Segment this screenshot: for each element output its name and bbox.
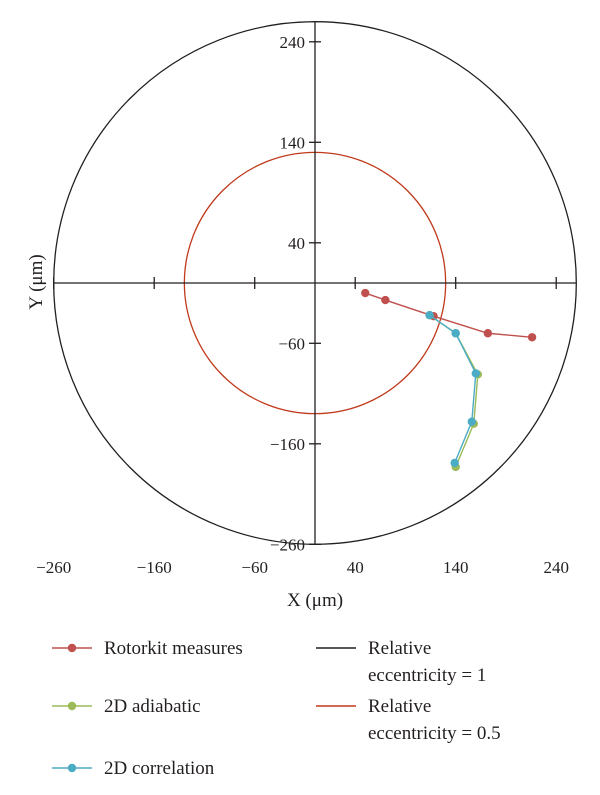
legend-swatch-marker xyxy=(67,643,77,653)
x-tick-label: −60 xyxy=(241,558,268,577)
legend-label: Relative xyxy=(368,638,431,659)
y-tick-label: 140 xyxy=(280,133,306,152)
data-point xyxy=(527,333,537,342)
plot-area: −260 −160 −60 40 140 240 −260 −160 −60 40 140 240 xyxy=(36,21,577,577)
data-point xyxy=(450,458,459,468)
x-tick-label: −260 xyxy=(36,558,71,577)
data-point xyxy=(451,329,460,338)
legend-label: Rotorkit measures xyxy=(104,638,243,659)
axis-labels: X (μm) Y (μm) xyxy=(26,254,343,611)
y-tick-label: 40 xyxy=(288,234,305,253)
legend-label: Relative xyxy=(368,696,431,717)
x-tick-label: 240 xyxy=(543,558,569,577)
data-point xyxy=(467,417,476,426)
data-point xyxy=(425,310,434,320)
y-tick-label: −160 xyxy=(270,435,305,454)
legend-swatch-marker xyxy=(67,701,77,711)
legend-label: 2D adiabatic xyxy=(104,696,201,717)
y-tick-label: −60 xyxy=(278,334,305,353)
y-tick-label: −260 xyxy=(270,535,305,554)
data-point xyxy=(471,369,480,378)
legend-swatch-marker xyxy=(67,763,77,773)
x-tick-label: −160 xyxy=(137,558,172,577)
x-axis-title: X (μm) xyxy=(287,590,343,611)
series-line-2 xyxy=(429,314,479,468)
data-point xyxy=(361,288,370,298)
legend-label: 2D correlation xyxy=(104,758,215,779)
y-tick-label: 240 xyxy=(280,33,306,52)
data-point xyxy=(381,295,390,305)
series-line-1 xyxy=(365,292,533,338)
data-point xyxy=(483,329,493,338)
series-line-3 xyxy=(429,314,477,464)
x-tick-label: 140 xyxy=(443,558,469,577)
legend-label: eccentricity = 0.5 xyxy=(368,723,501,744)
legend-label: eccentricity = 1 xyxy=(368,665,486,686)
x-tick-label: 40 xyxy=(347,558,364,577)
y-axis-title: Y (μm) xyxy=(26,254,47,309)
legend: Rotorkit measures 2D adiabatic 2D correlat… xyxy=(52,638,501,779)
